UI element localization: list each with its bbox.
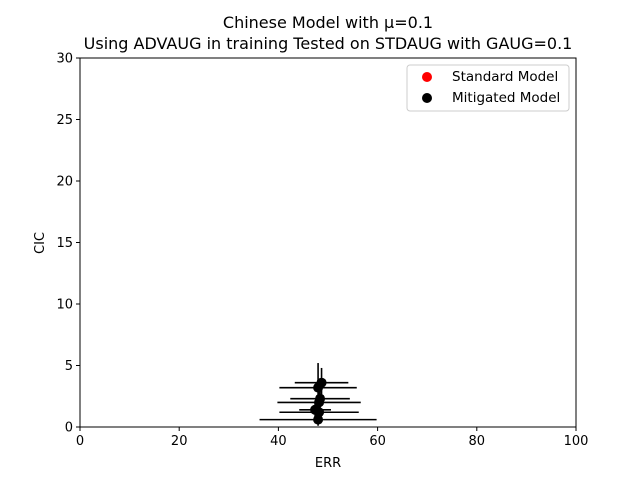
x-tick-label: 80 bbox=[469, 434, 486, 449]
y-tick-label: 0 bbox=[65, 421, 73, 436]
y-axis-label: CIC bbox=[33, 232, 48, 254]
legend-label-mitigated-model: Mitigated Model bbox=[452, 90, 560, 106]
y-tick-label: 5 bbox=[65, 359, 73, 374]
plot-area bbox=[259, 363, 377, 426]
plot-frame bbox=[79, 57, 577, 428]
x-tick-label: 60 bbox=[369, 434, 386, 449]
chart-subtitle: Using ADVAUG in training Tested on STDAU… bbox=[84, 34, 573, 53]
x-tick-label: 0 bbox=[76, 434, 84, 449]
legend: Standard Model Mitigated Model bbox=[406, 64, 570, 112]
y-tick-label: 10 bbox=[56, 298, 73, 313]
x-axis-label: ERR bbox=[315, 456, 341, 471]
x-tick-label: 20 bbox=[171, 434, 188, 449]
data-point bbox=[314, 407, 325, 418]
legend-marker-standard-model bbox=[422, 72, 432, 82]
y-tick-label: 25 bbox=[56, 113, 73, 128]
x-tick-label: 100 bbox=[564, 434, 589, 449]
x-axis-ticks: 0 20 40 60 80 100 bbox=[76, 427, 589, 449]
legend-marker-mitigated-model bbox=[422, 93, 432, 103]
y-axis-ticks: 0 5 10 15 20 25 30 bbox=[56, 52, 80, 436]
plot-marks bbox=[259, 363, 377, 426]
data-point bbox=[313, 414, 324, 425]
x-tick-label: 40 bbox=[270, 434, 287, 449]
legend-box bbox=[406, 64, 570, 112]
chart-title: Chinese Model with μ=0.1 bbox=[223, 13, 433, 32]
data-point bbox=[313, 382, 324, 393]
legend-label-standard-model: Standard Model bbox=[452, 69, 558, 85]
y-tick-label: 30 bbox=[56, 52, 73, 67]
y-tick-label: 20 bbox=[56, 175, 73, 190]
y-tick-label: 15 bbox=[56, 236, 73, 251]
